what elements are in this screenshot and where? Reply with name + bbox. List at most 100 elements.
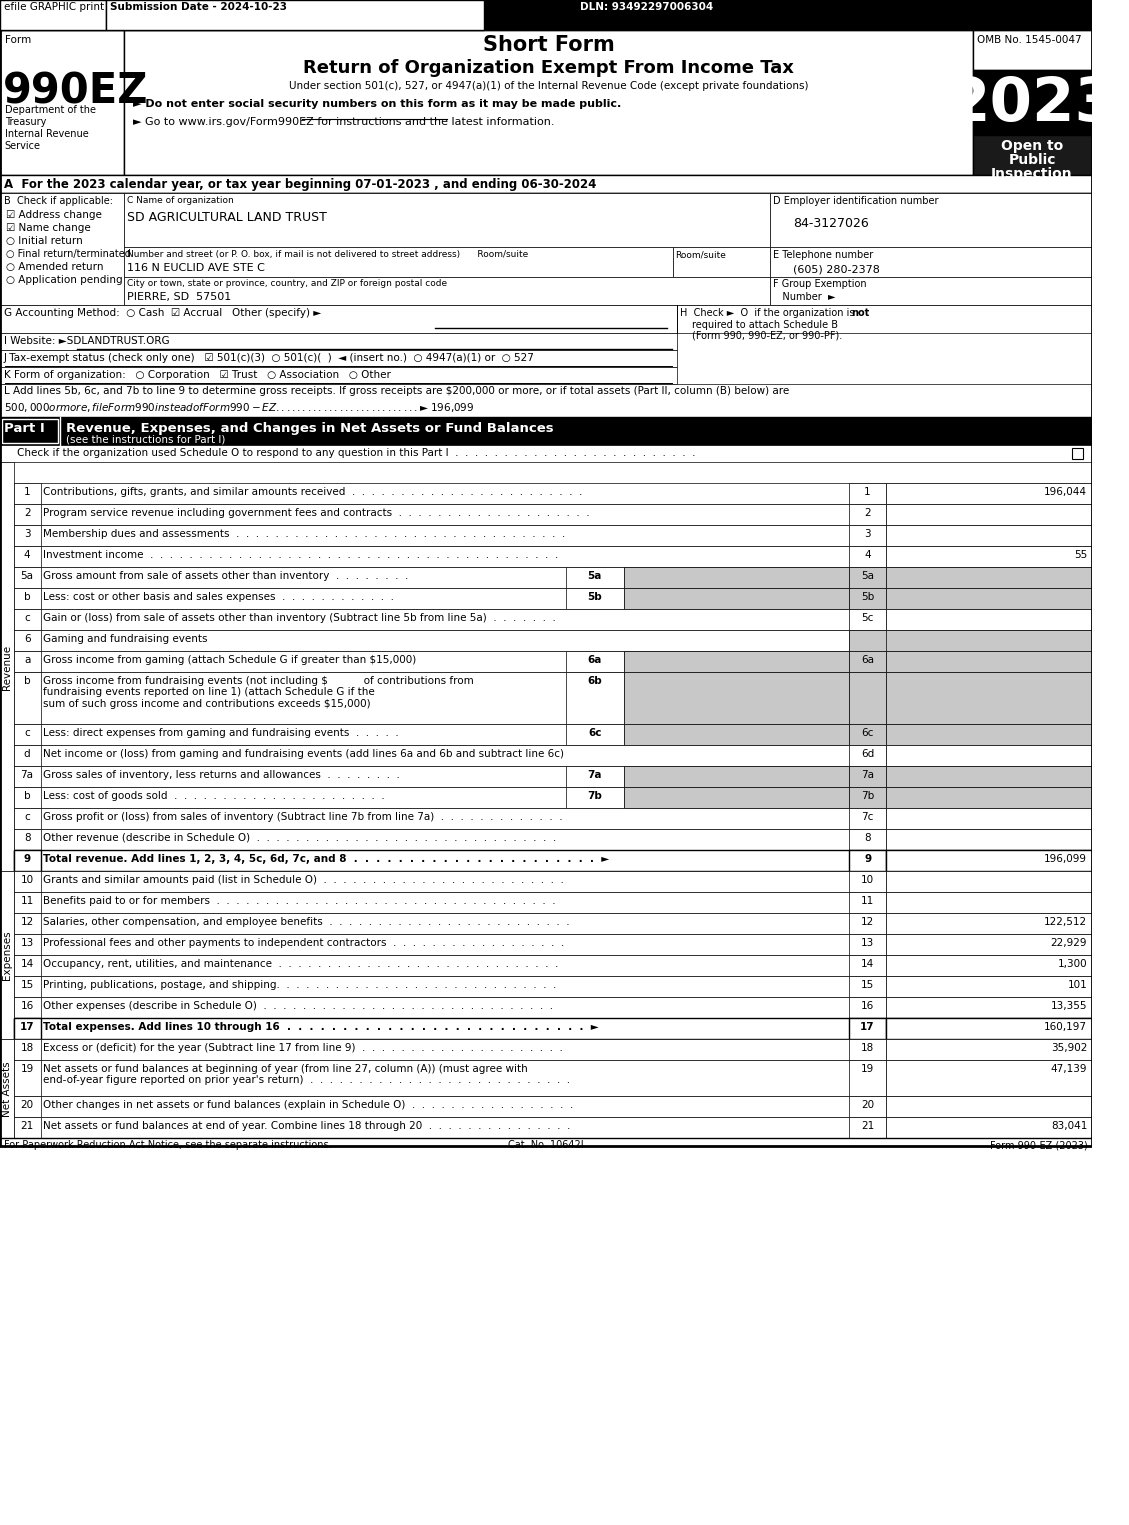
Text: 84-3127026: 84-3127026 bbox=[793, 217, 869, 230]
Text: K Form of organization:   ○ Corporation   ☑ Trust   ○ Association   ○ Other: K Form of organization: ○ Corporation ☑ … bbox=[3, 371, 391, 380]
Bar bbox=[849, 567, 886, 589]
Text: Service: Service bbox=[5, 140, 41, 151]
Text: 6a: 6a bbox=[861, 656, 874, 665]
Text: 101: 101 bbox=[1067, 981, 1087, 990]
Bar bbox=[849, 1116, 886, 1138]
Text: 196,099: 196,099 bbox=[1044, 854, 1087, 865]
Bar bbox=[14, 892, 41, 913]
Bar bbox=[14, 808, 41, 830]
Bar bbox=[14, 525, 41, 546]
Bar bbox=[886, 1096, 1092, 1116]
Bar bbox=[849, 630, 1092, 651]
Text: 17: 17 bbox=[860, 1022, 875, 1032]
Text: Submission Date - 2024-10-23: Submission Date - 2024-10-23 bbox=[111, 2, 287, 12]
Bar bbox=[849, 787, 886, 808]
Text: Open to: Open to bbox=[1001, 139, 1064, 153]
Bar bbox=[566, 567, 624, 589]
Bar bbox=[14, 976, 41, 997]
Bar bbox=[566, 651, 624, 673]
Text: 14: 14 bbox=[20, 959, 34, 968]
Text: 160,197: 160,197 bbox=[1044, 1022, 1087, 1032]
Bar bbox=[14, 651, 41, 673]
Text: Gross amount from sale of assets other than inventory  .  .  .  .  .  .  .  .: Gross amount from sale of assets other t… bbox=[43, 570, 408, 581]
Text: For Paperwork Reduction Act Notice, see the separate instructions.: For Paperwork Reduction Act Notice, see … bbox=[3, 1141, 332, 1150]
Bar bbox=[849, 976, 886, 997]
Bar bbox=[849, 525, 886, 546]
Text: H  Check ►  O  if the organization is: H Check ► O if the organization is bbox=[680, 308, 855, 319]
Bar bbox=[673, 247, 770, 278]
Text: 18: 18 bbox=[20, 1043, 34, 1052]
Text: ○ Amended return: ○ Amended return bbox=[6, 262, 103, 271]
Text: fundraising events reported on line 1) (attach Schedule G if the: fundraising events reported on line 1) (… bbox=[43, 686, 375, 697]
Text: 12: 12 bbox=[861, 917, 874, 927]
Bar bbox=[886, 933, 1092, 955]
Bar bbox=[849, 1039, 886, 1060]
Bar bbox=[14, 746, 41, 766]
Text: 10: 10 bbox=[20, 875, 34, 884]
Bar bbox=[886, 651, 1092, 673]
Bar bbox=[886, 746, 1092, 766]
Bar bbox=[849, 913, 886, 933]
Bar bbox=[14, 1039, 1092, 1060]
Bar bbox=[14, 766, 41, 787]
Bar bbox=[849, 630, 886, 651]
Text: 19: 19 bbox=[861, 1064, 874, 1074]
Bar bbox=[14, 871, 41, 892]
Bar bbox=[849, 1060, 886, 1096]
Text: J Tax-exempt status (check only one)   ☑ 501(c)(3)  ○ 501(c)(  )  ◄ (insert no.): J Tax-exempt status (check only one) ☑ 5… bbox=[3, 352, 535, 363]
Text: Public: Public bbox=[1008, 152, 1056, 168]
Bar bbox=[566, 787, 624, 808]
Bar bbox=[14, 525, 1092, 546]
Text: Room/suite: Room/suite bbox=[675, 250, 726, 259]
Bar bbox=[14, 1019, 41, 1039]
Text: Net assets or fund balances at beginning of year (from line 27, column (A)) (mus: Net assets or fund balances at beginning… bbox=[43, 1064, 527, 1074]
Bar bbox=[14, 608, 41, 630]
Bar bbox=[14, 976, 1092, 997]
Text: efile GRAPHIC print: efile GRAPHIC print bbox=[3, 2, 104, 12]
Text: Less: direct expenses from gaming and fundraising events  .  .  .  .  .: Less: direct expenses from gaming and fu… bbox=[43, 727, 399, 738]
Text: 8: 8 bbox=[24, 833, 30, 843]
Text: Department of the: Department of the bbox=[5, 105, 96, 114]
Bar bbox=[849, 673, 886, 724]
Text: Short Form: Short Form bbox=[482, 35, 614, 55]
Bar bbox=[14, 1039, 41, 1060]
Text: 5a: 5a bbox=[588, 570, 602, 581]
Bar bbox=[14, 483, 1092, 503]
Text: 5b: 5b bbox=[587, 592, 602, 602]
Text: 15: 15 bbox=[20, 981, 34, 990]
Bar bbox=[14, 849, 41, 871]
Bar bbox=[886, 1116, 1092, 1138]
Bar bbox=[0, 871, 14, 1039]
Text: 6c: 6c bbox=[861, 727, 874, 738]
Text: Excess or (deficit) for the year (Subtract line 17 from line 9)  .  .  .  .  .  : Excess or (deficit) for the year (Subtra… bbox=[43, 1043, 562, 1052]
Text: Number  ►: Number ► bbox=[773, 291, 835, 302]
Bar bbox=[14, 724, 41, 746]
Text: Gaming and fundraising events: Gaming and fundraising events bbox=[43, 634, 207, 644]
Bar bbox=[0, 194, 1092, 305]
Text: Gross sales of inventory, less returns and allowances  .  .  .  .  .  .  .  .: Gross sales of inventory, less returns a… bbox=[43, 770, 400, 779]
Bar bbox=[0, 384, 1092, 416]
Text: Contributions, gifts, grants, and similar amounts received  .  .  .  .  .  .  . : Contributions, gifts, grants, and simila… bbox=[43, 486, 581, 497]
Text: 9: 9 bbox=[24, 854, 30, 865]
Bar bbox=[124, 247, 673, 278]
Text: 196,044: 196,044 bbox=[1044, 486, 1087, 497]
Bar bbox=[14, 483, 41, 503]
Bar bbox=[124, 30, 973, 175]
Bar bbox=[14, 503, 1092, 525]
Bar bbox=[849, 1096, 886, 1116]
Bar bbox=[14, 589, 41, 608]
Text: 16: 16 bbox=[20, 1000, 34, 1011]
Text: d: d bbox=[24, 749, 30, 759]
Text: ○ Final return/terminated: ○ Final return/terminated bbox=[6, 249, 131, 259]
Bar bbox=[849, 724, 886, 746]
Text: Gross income from gaming (attach Schedule G if greater than $15,000): Gross income from gaming (attach Schedul… bbox=[43, 656, 415, 665]
Bar bbox=[973, 30, 1092, 70]
Bar bbox=[886, 589, 1092, 608]
Bar bbox=[886, 673, 1092, 724]
Bar bbox=[14, 1019, 1092, 1039]
Text: c: c bbox=[24, 811, 30, 822]
Text: 21: 21 bbox=[861, 1121, 874, 1132]
Bar bbox=[624, 589, 849, 608]
Bar bbox=[0, 0, 1092, 1145]
Bar bbox=[886, 997, 1092, 1019]
